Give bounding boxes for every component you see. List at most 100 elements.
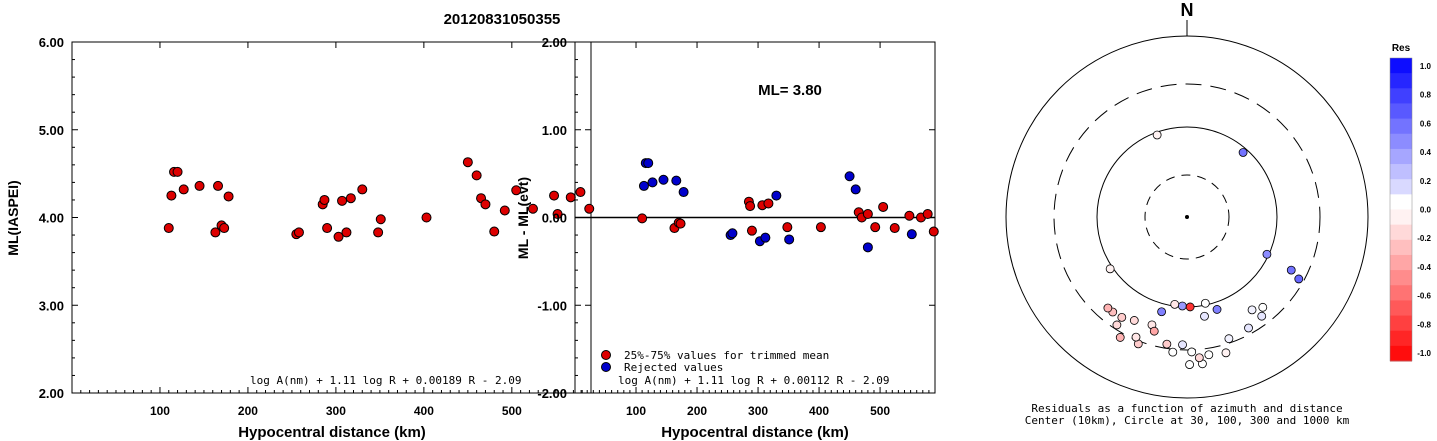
polar-station-point bbox=[1177, 301, 1187, 311]
plot2-x-tick-label: 500 bbox=[870, 404, 890, 418]
plot1-x-tick-label: 100 bbox=[150, 404, 170, 418]
colorbar-cell bbox=[1390, 103, 1412, 120]
plot1-data-point bbox=[337, 195, 348, 206]
legend-blue-marker bbox=[601, 362, 611, 372]
polar-station-point bbox=[1221, 348, 1231, 358]
plot1-data-point bbox=[322, 223, 333, 234]
polar-station-point bbox=[1131, 332, 1141, 342]
plot2-y-tick-label: 1.00 bbox=[542, 123, 567, 138]
colorbar-cell bbox=[1390, 345, 1412, 362]
center-point bbox=[1185, 215, 1189, 219]
plot2-data-point bbox=[675, 218, 686, 229]
plot1-y-tick-label: 5.00 bbox=[39, 123, 64, 138]
colorbar-cell bbox=[1390, 285, 1412, 301]
plot1-data-point bbox=[333, 231, 344, 242]
plot1-data-point bbox=[373, 227, 384, 238]
plot2-y-tick-label: 0.00 bbox=[542, 211, 567, 226]
polar-station-point bbox=[1258, 302, 1268, 312]
plot2-data-point bbox=[727, 228, 738, 239]
polar-station-point bbox=[1238, 148, 1248, 157]
colorbar-tick-label: 1.0 bbox=[1420, 62, 1432, 71]
plot1-data-point bbox=[584, 203, 595, 214]
ring-30km bbox=[1144, 174, 1230, 260]
plot1-x-tick-label: 300 bbox=[326, 404, 346, 418]
plot2-data-point bbox=[862, 208, 873, 219]
colorbar-tick-label: 0.6 bbox=[1420, 119, 1432, 128]
plot2-y-tick-label: 2.00 bbox=[542, 35, 567, 50]
plot1-data-point bbox=[471, 170, 482, 181]
plot1-formula: log A(nm) + 1.11 log R + 0.00189 R - 2.0… bbox=[250, 374, 522, 387]
residual-panel: 100 200 300 400 500 -2.00 -1.00 0.00 1.00 2.00 ML… bbox=[515, 35, 939, 441]
plot2-y-axis-label: ML - ML(evt) bbox=[515, 177, 531, 259]
plot1-data-point bbox=[172, 166, 183, 177]
plot1-data-point bbox=[480, 199, 491, 210]
plot1-data-point bbox=[166, 190, 177, 201]
plot1-data-point bbox=[163, 223, 174, 234]
polar-station-point bbox=[1247, 305, 1257, 315]
ml-annotation: ML= 3.80 bbox=[758, 82, 822, 99]
colorbar-cell bbox=[1390, 118, 1412, 135]
plot2-data-point bbox=[784, 234, 795, 245]
plot2-data-point bbox=[671, 175, 682, 186]
plot2-x-tick-label: 400 bbox=[809, 404, 829, 418]
plot2-x-tick-label: 200 bbox=[687, 404, 707, 418]
polar-station-point bbox=[1185, 302, 1195, 312]
plot2-data-point bbox=[922, 208, 933, 219]
plot2-data-point bbox=[906, 229, 917, 240]
plot2-formula: log A(nm) + 1.11 log R + 0.00112 R - 2.0… bbox=[618, 374, 890, 387]
legend-trimmed-mean-label: 25%-75% values for trimmed mean bbox=[624, 349, 829, 362]
colorbar-title: Res bbox=[1392, 43, 1411, 54]
azimuth-panel: N Residuals as a function of azimuth and… bbox=[1005, 0, 1369, 427]
polar-station-point bbox=[1194, 353, 1204, 363]
plot1-x-axis-label: Hypocentral distance (km) bbox=[238, 424, 426, 441]
polar-caption-line1: Residuals as a function of azimuth and d… bbox=[1031, 402, 1342, 415]
plot2-data-point bbox=[643, 158, 654, 169]
plot2-data-point bbox=[904, 210, 915, 221]
polar-station-point bbox=[1149, 326, 1159, 336]
polar-station-point bbox=[1112, 320, 1122, 330]
north-label: N bbox=[1181, 0, 1194, 20]
plot2-y-tick-label: -2.00 bbox=[537, 386, 567, 401]
plot2-data-point bbox=[638, 180, 649, 191]
colorbar-cell bbox=[1390, 315, 1412, 332]
colorbar-cell bbox=[1390, 164, 1412, 180]
colorbar-tick-label: -0.6 bbox=[1417, 292, 1431, 301]
polar-station-point bbox=[1294, 274, 1304, 284]
plot2-data-point bbox=[782, 222, 793, 233]
plot2-data-point bbox=[844, 171, 855, 182]
polar-station-point bbox=[1244, 323, 1253, 333]
ring-1000km bbox=[1005, 35, 1369, 399]
colorbar-cell bbox=[1390, 133, 1412, 150]
plot2-data-point bbox=[760, 232, 771, 243]
plot1-data-point bbox=[357, 184, 368, 195]
plot2-data-point bbox=[745, 201, 756, 212]
polar-station-point bbox=[1200, 298, 1210, 308]
colorbar-tick-label: -0.8 bbox=[1417, 320, 1431, 329]
polar-station-point bbox=[1115, 333, 1125, 342]
plot1-y-tick-label: 2.00 bbox=[39, 386, 64, 401]
polar-station-point bbox=[1168, 347, 1178, 357]
colorbar-cell bbox=[1390, 179, 1412, 195]
plot1-y-tick-label: 6.00 bbox=[39, 35, 64, 50]
colorbar-tick-label: 0.2 bbox=[1420, 177, 1432, 186]
plot1-data-point bbox=[223, 191, 234, 202]
plot1-data-point bbox=[341, 227, 352, 238]
plot1-data-point bbox=[293, 227, 304, 238]
plot1-data-point bbox=[575, 187, 586, 198]
plot1-x-tick-label: 400 bbox=[414, 404, 434, 418]
plot1-frame bbox=[71, 41, 592, 394]
colorbar-cell bbox=[1390, 73, 1412, 89]
polar-station-point bbox=[1103, 303, 1113, 313]
plot1-data-point bbox=[210, 227, 221, 238]
plot1-data-point bbox=[421, 212, 432, 223]
colorbar-tick-label: -0.2 bbox=[1417, 234, 1431, 243]
polar-station-point bbox=[1170, 299, 1180, 309]
plot1-y-tick-label: 4.00 bbox=[39, 211, 64, 226]
plot1-y-axis-label: ML(IASPEI) bbox=[5, 180, 21, 255]
plot1-data-point bbox=[375, 214, 386, 225]
polar-station-point bbox=[1262, 249, 1272, 259]
colorbar-cell bbox=[1390, 148, 1412, 165]
plot2-data-point bbox=[928, 226, 939, 237]
polar-station-point bbox=[1200, 311, 1209, 321]
